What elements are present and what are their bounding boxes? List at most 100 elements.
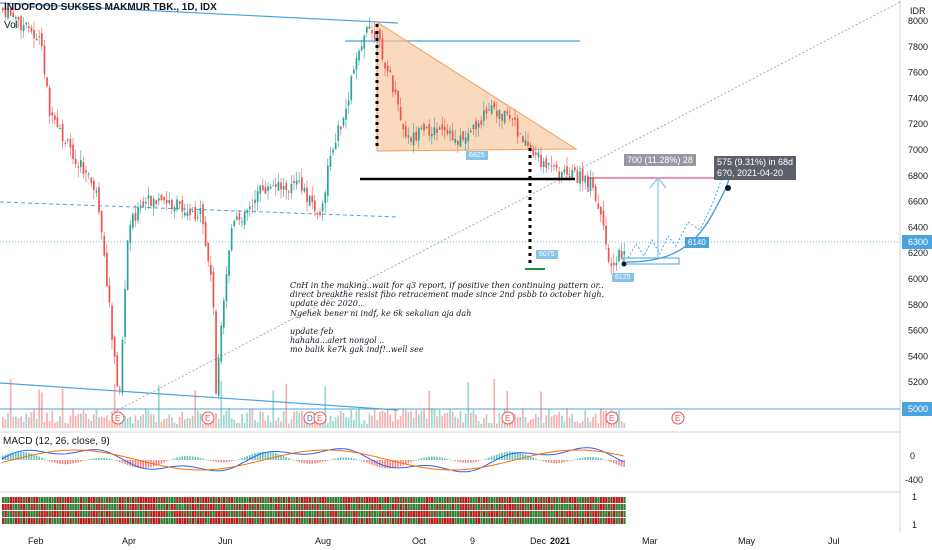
candle-body bbox=[126, 240, 129, 290]
volume-bar bbox=[228, 408, 230, 428]
macd-hist-bar bbox=[389, 460, 391, 469]
candle-body bbox=[249, 206, 251, 210]
macd-hist-bar bbox=[111, 459, 113, 460]
symbol-title[interactable]: INDOFOOD SUKSES MAKMUR TBK., 1D, IDX bbox=[4, 2, 217, 13]
indicator-cell bbox=[501, 504, 504, 510]
candle-body bbox=[589, 178, 592, 192]
indicator-cell bbox=[340, 518, 343, 524]
volume-bar bbox=[436, 416, 438, 428]
candle-body bbox=[189, 209, 191, 215]
indicator-cell bbox=[181, 511, 184, 517]
indicator-cell bbox=[451, 518, 454, 524]
candle-body bbox=[454, 138, 457, 143]
trend-line-dashed[interactable] bbox=[0, 201, 399, 218]
indicator-cell bbox=[155, 511, 158, 517]
volume-bar bbox=[298, 412, 301, 428]
indicator-cell bbox=[574, 497, 577, 503]
macd-hist-bar bbox=[9, 453, 12, 460]
indicator-cell bbox=[376, 497, 379, 503]
indicator-cell bbox=[111, 518, 114, 524]
indicator-cell bbox=[82, 504, 85, 510]
trend-line-bottom[interactable] bbox=[0, 382, 399, 411]
price-label[interactable]: 6125 bbox=[612, 273, 634, 282]
macd-hist-bar bbox=[561, 460, 563, 463]
indicator-cell bbox=[285, 504, 288, 510]
macd-hist-bar bbox=[160, 460, 163, 464]
indicator-cell bbox=[501, 511, 504, 517]
candle-body bbox=[41, 33, 43, 47]
entry-point[interactable] bbox=[621, 261, 627, 267]
indicator-cell bbox=[308, 518, 311, 524]
indicator-cell bbox=[446, 518, 449, 524]
macd-hist-bar bbox=[371, 460, 373, 465]
time-axis[interactable]: Feb Apr Jun Aug Oct 9 Dec 2021 Mar May Jul bbox=[28, 536, 840, 546]
indicator-cell bbox=[506, 497, 509, 503]
macd-hist-bar bbox=[82, 460, 85, 461]
price-axis[interactable]: 8000780076007400720070006800660064006200… bbox=[908, 16, 928, 387]
indicator-cell bbox=[402, 504, 405, 510]
volume-bar bbox=[137, 420, 139, 428]
macd-hist-bar bbox=[550, 460, 553, 464]
volume-bar bbox=[623, 423, 626, 428]
descending-triangle[interactable] bbox=[376, 21, 578, 152]
volume-bar bbox=[548, 409, 550, 428]
projection-path-dotted[interactable] bbox=[627, 159, 731, 259]
volume-bar bbox=[20, 416, 22, 428]
candle-body bbox=[477, 123, 480, 128]
candle-body bbox=[137, 206, 139, 221]
macd-hist-bar bbox=[542, 460, 545, 462]
indicator-cell bbox=[249, 504, 252, 510]
price-label[interactable]: 6825 bbox=[466, 151, 488, 160]
macd-hist-bar bbox=[347, 457, 350, 460]
price-label[interactable]: 6075 bbox=[536, 250, 558, 259]
indicator-cell bbox=[67, 511, 70, 517]
annotation-note[interactable]: CnH in the making..wait for q3 report, i… bbox=[290, 281, 670, 355]
indicator-cell bbox=[163, 497, 166, 503]
range-box[interactable] bbox=[622, 257, 680, 265]
indicator-cell bbox=[186, 518, 189, 524]
candle-body bbox=[77, 166, 80, 168]
indicator-cell bbox=[33, 497, 36, 503]
measure-label[interactable]: 700 (11.28%) 28 bbox=[624, 154, 696, 166]
indicator-cell bbox=[173, 497, 176, 503]
macd-hist-bar bbox=[462, 460, 464, 463]
indicator-cell bbox=[277, 511, 280, 517]
trend-line-dotted[interactable] bbox=[117, 1, 901, 411]
indicator-cell bbox=[480, 518, 483, 524]
volume-bar bbox=[254, 419, 256, 428]
indicator-cell bbox=[98, 504, 101, 510]
candle-body bbox=[9, 8, 12, 16]
target-point[interactable] bbox=[725, 185, 731, 191]
indicator-cell bbox=[516, 518, 519, 524]
price-label[interactable]: 6140 bbox=[685, 237, 709, 248]
volume-bar bbox=[394, 408, 397, 428]
indicator-cell bbox=[605, 511, 608, 517]
indicator-cell bbox=[108, 504, 111, 510]
volume-bar bbox=[272, 390, 275, 428]
measure-label-target[interactable]: 575 (9.31%) in 68d 6?0, 2021-04-20 bbox=[714, 156, 797, 180]
indicator-cell bbox=[30, 497, 33, 503]
indicator-cell bbox=[571, 511, 574, 517]
indicator-cell bbox=[176, 511, 179, 517]
indicator-cell bbox=[485, 497, 488, 503]
candle-body bbox=[540, 155, 542, 168]
indicator-cell bbox=[168, 497, 171, 503]
indicator-cell bbox=[93, 511, 96, 517]
indicator-cell bbox=[197, 504, 200, 510]
macd-hist-bar bbox=[298, 460, 300, 463]
macd-label[interactable]: MACD (12, 26, close, 9) bbox=[3, 436, 110, 447]
arrow-head bbox=[649, 177, 667, 189]
trend-line-top[interactable] bbox=[0, 2, 399, 24]
indicator-cell bbox=[454, 518, 457, 524]
macd-hist-bar bbox=[15, 452, 17, 460]
candle-body bbox=[358, 50, 360, 61]
indicator-cell bbox=[592, 504, 595, 510]
indicator-cell bbox=[22, 511, 25, 517]
candle-body bbox=[394, 89, 397, 93]
volume-bar bbox=[545, 415, 548, 428]
indicator-cell bbox=[327, 511, 330, 517]
indicator-cell bbox=[9, 511, 12, 517]
volume-bar bbox=[490, 423, 493, 428]
